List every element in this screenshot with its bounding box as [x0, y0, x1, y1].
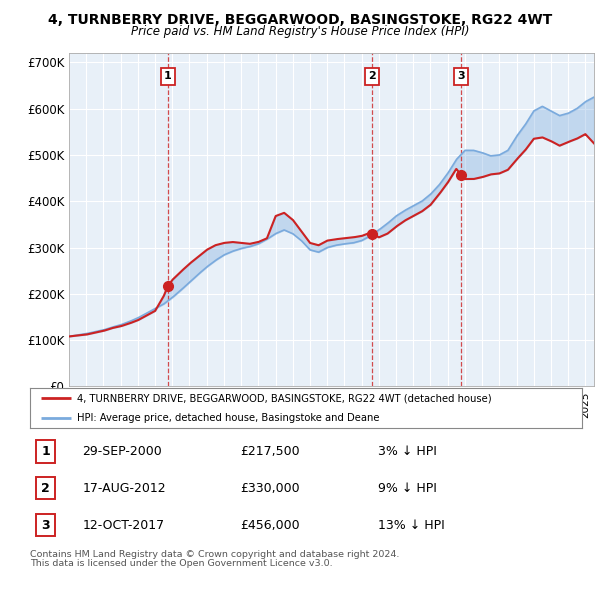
Text: £217,500: £217,500	[240, 445, 299, 458]
Text: This data is licensed under the Open Government Licence v3.0.: This data is licensed under the Open Gov…	[30, 559, 332, 568]
Text: 3: 3	[457, 71, 465, 81]
Text: £330,000: £330,000	[240, 481, 299, 495]
Text: 1: 1	[41, 445, 50, 458]
Text: 3% ↓ HPI: 3% ↓ HPI	[378, 445, 437, 458]
Text: 13% ↓ HPI: 13% ↓ HPI	[378, 519, 445, 532]
Text: 17-AUG-2012: 17-AUG-2012	[82, 481, 166, 495]
Text: 9% ↓ HPI: 9% ↓ HPI	[378, 481, 437, 495]
Text: Price paid vs. HM Land Registry's House Price Index (HPI): Price paid vs. HM Land Registry's House …	[131, 25, 469, 38]
Text: 4, TURNBERRY DRIVE, BEGGARWOOD, BASINGSTOKE, RG22 4WT: 4, TURNBERRY DRIVE, BEGGARWOOD, BASINGST…	[48, 13, 552, 27]
Text: HPI: Average price, detached house, Basingstoke and Deane: HPI: Average price, detached house, Basi…	[77, 413, 379, 422]
Text: 2: 2	[368, 71, 376, 81]
Text: 12-OCT-2017: 12-OCT-2017	[82, 519, 164, 532]
Text: 1: 1	[164, 71, 172, 81]
Text: 2: 2	[41, 481, 50, 495]
Text: Contains HM Land Registry data © Crown copyright and database right 2024.: Contains HM Land Registry data © Crown c…	[30, 550, 400, 559]
Text: 29-SEP-2000: 29-SEP-2000	[82, 445, 162, 458]
Text: 3: 3	[41, 519, 50, 532]
Text: 4, TURNBERRY DRIVE, BEGGARWOOD, BASINGSTOKE, RG22 4WT (detached house): 4, TURNBERRY DRIVE, BEGGARWOOD, BASINGST…	[77, 394, 491, 404]
Text: £456,000: £456,000	[240, 519, 299, 532]
